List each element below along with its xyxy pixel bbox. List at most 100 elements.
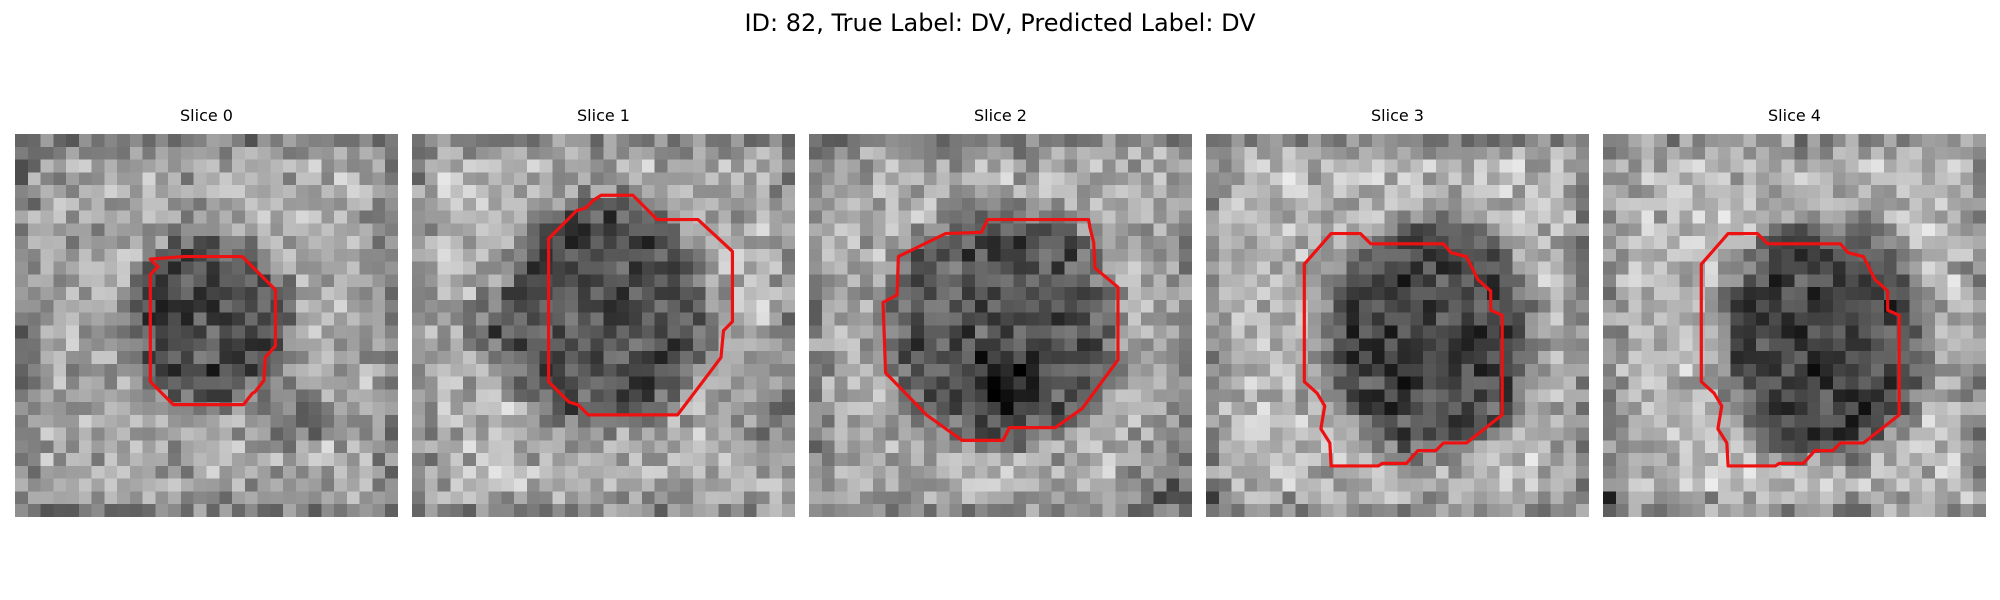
image-pixel (565, 312, 579, 326)
image-pixel (155, 274, 169, 288)
image-pixel (526, 159, 540, 173)
image-pixel (450, 427, 464, 441)
image-pixel (321, 338, 335, 352)
image-pixel (1603, 504, 1617, 517)
image-pixel (1359, 172, 1373, 186)
image-pixel (104, 351, 118, 365)
image-pixel (1550, 427, 1564, 441)
image-pixel (872, 414, 886, 428)
image-pixel (359, 414, 373, 428)
image-pixel (475, 210, 489, 224)
image-pixel (1628, 363, 1642, 377)
image-pixel (1717, 312, 1731, 326)
image-pixel (78, 236, 92, 250)
image-pixel (117, 172, 131, 186)
image-pixel (1628, 197, 1642, 211)
image-pixel (1000, 414, 1014, 428)
image-pixel (1730, 325, 1744, 339)
image-pixel (168, 478, 182, 492)
image-pixel (1896, 414, 1910, 428)
image-pixel (1947, 389, 1961, 403)
image-pixel (1102, 172, 1116, 186)
image-pixel (1512, 504, 1526, 517)
image-pixel (1077, 287, 1091, 301)
image-pixel (756, 465, 770, 479)
image-pixel (1896, 427, 1910, 441)
image-pixel (295, 274, 309, 288)
image-pixel (1641, 414, 1655, 428)
image-pixel (898, 504, 912, 517)
image-pixel (412, 172, 426, 186)
image-pixel (590, 363, 604, 377)
image-pixel (1282, 351, 1296, 365)
image-pixel (232, 363, 246, 377)
image-pixel (1461, 389, 1475, 403)
image-pixel (923, 465, 937, 479)
image-pixel (180, 223, 194, 237)
image-pixel (295, 427, 309, 441)
image-pixel (692, 453, 706, 467)
image-pixel (463, 287, 477, 301)
image-pixel (1257, 312, 1271, 326)
image-pixel (283, 376, 297, 390)
image-pixel (1026, 210, 1040, 224)
image-pixel (1206, 197, 1220, 211)
image-pixel (526, 338, 540, 352)
image-pixel (1654, 287, 1668, 301)
image-pixel (1628, 134, 1642, 148)
image-pixel (1705, 427, 1719, 441)
image-pixel (1768, 210, 1782, 224)
image-pixel (782, 414, 795, 428)
image-pixel (1641, 453, 1655, 467)
image-pixel (756, 491, 770, 505)
image-pixel (1576, 274, 1589, 288)
image-pixel (346, 402, 360, 416)
image-pixel (962, 299, 976, 313)
image-pixel (860, 363, 874, 377)
image-pixel (1641, 478, 1655, 492)
image-pixel (385, 338, 398, 352)
image-pixel (142, 491, 156, 505)
image-pixel (1448, 338, 1462, 352)
image-pixel (718, 478, 732, 492)
image-pixel (168, 414, 182, 428)
image-pixel (1051, 325, 1065, 339)
image-pixel (450, 248, 464, 262)
image-pixel (1448, 351, 1462, 365)
image-pixel (1051, 351, 1065, 365)
image-pixel (1730, 351, 1744, 365)
image-pixel (1717, 261, 1731, 275)
image-pixel (91, 197, 105, 211)
image-pixel (590, 465, 604, 479)
image-pixel (129, 185, 143, 199)
image-pixel (718, 312, 732, 326)
image-pixel (104, 504, 118, 517)
image-pixel (1781, 325, 1795, 339)
image-pixel (1359, 223, 1373, 237)
image-pixel (1807, 146, 1821, 160)
image-pixel (1845, 453, 1859, 467)
image-pixel (1320, 261, 1334, 275)
image-pixel (450, 504, 464, 517)
image-pixel (923, 197, 937, 211)
image-pixel (412, 197, 426, 211)
image-pixel (104, 299, 118, 313)
image-pixel (654, 325, 668, 339)
image-pixel (1820, 287, 1834, 301)
image-pixel (308, 491, 322, 505)
image-pixel (450, 491, 464, 505)
image-pixel (1934, 389, 1948, 403)
image-pixel (705, 478, 719, 492)
image-pixel (923, 453, 937, 467)
image-pixel (1206, 134, 1220, 148)
image-pixel (911, 248, 925, 262)
image-pixel (514, 146, 528, 160)
image-pixel (1666, 210, 1680, 224)
image-pixel (104, 478, 118, 492)
image-pixel (1320, 465, 1334, 479)
image-pixel (206, 504, 220, 517)
image-pixel (1960, 261, 1974, 275)
image-pixel (463, 338, 477, 352)
image-pixel (1064, 172, 1078, 186)
image-pixel (1000, 338, 1014, 352)
